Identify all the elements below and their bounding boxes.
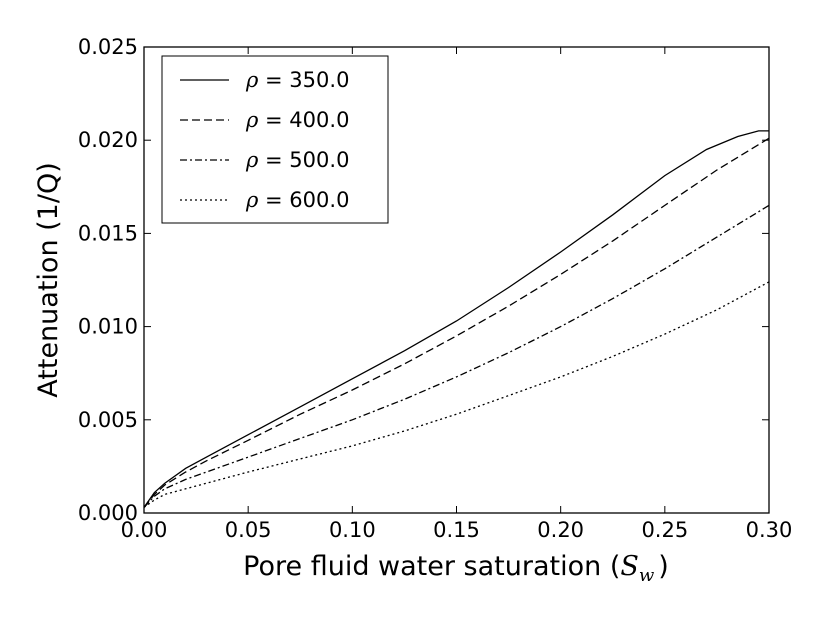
y-axis-label: Attenuation (1/Q) [33,162,64,397]
y-ticks: 0.000 0.005 0.010 0.015 0.020 0.025 [78,35,769,525]
legend-label-2: ρ = 500.0 [245,148,349,172]
y-tick-label: 0.010 [78,315,138,339]
x-tick-label: 0.20 [537,518,584,542]
series-line-2 [143,204,770,508]
series-layer [143,130,770,508]
x-axis-label: Pore fluid water saturation (Sw) [243,551,669,586]
y-tick-label: 0.015 [78,221,138,245]
y-tick-label: 0.005 [78,408,138,432]
series-line-0 [143,130,769,508]
x-tick-label: 0.10 [329,518,376,542]
legend-label-0: ρ = 350.0 [245,68,349,92]
legend-box [161,55,389,224]
legend: ρ = 350.0 ρ = 400.0 ρ = 500.0 ρ = 600.0 [161,55,389,224]
legend-label-3: ρ = 600.0 [245,188,349,212]
legend-entries: ρ = 350.0 ρ = 400.0 ρ = 500.0 ρ = 600.0 [180,68,349,212]
x-tick-label: 0.30 [746,518,793,542]
x-tick-label: 0.00 [121,518,168,542]
series-line-1 [143,137,770,508]
x-tick-label: 0.05 [225,518,272,542]
legend-label-1: ρ = 400.0 [245,108,349,132]
y-tick-label: 0.025 [78,35,138,59]
x-tick-label: 0.15 [433,518,480,542]
x-tick-label: 0.25 [641,518,688,542]
series-line-3 [143,281,770,508]
y-tick-label: 0.020 [78,128,138,152]
x-ticks: 0.00 0.05 0.10 0.15 0.20 0.25 0.30 [121,47,793,542]
y-tick-label: 0.000 [78,501,138,525]
